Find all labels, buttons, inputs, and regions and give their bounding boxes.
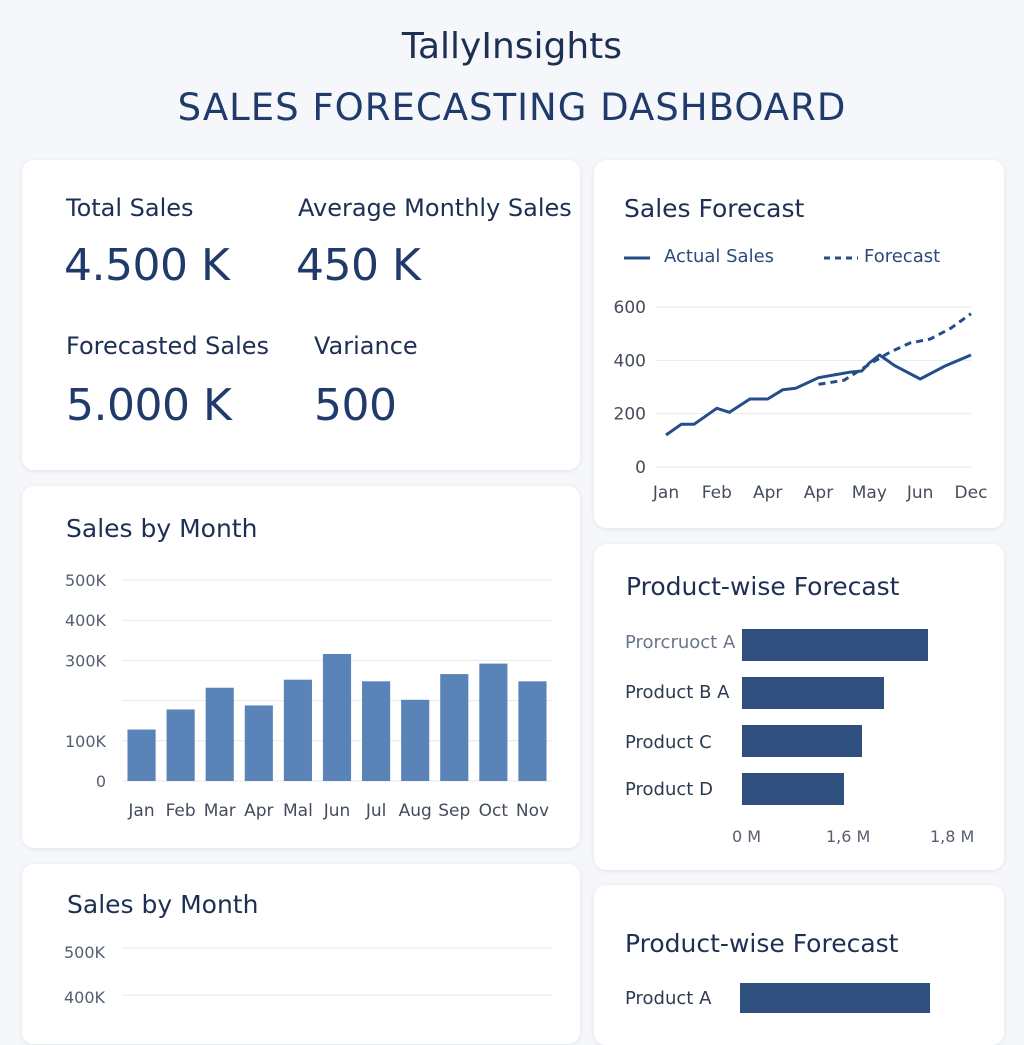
y-tick-label: 600 (614, 298, 646, 318)
sales-by-month-chart: 0 100K 300K 400K 500K Jan Feb Mar Apr Mal Jun Jul Au… (65, 571, 552, 821)
sales-forecast-chart: 0 200 400 600 Jan Feb Apr Apr May Jun Dec (614, 298, 988, 503)
bar (244, 705, 273, 781)
legend-forecast-label: Forecast (864, 246, 941, 267)
x-tick-label: Dec (955, 483, 988, 503)
forecasted-sales-label: Forecasted Sales (66, 332, 270, 360)
sales-forecast-card: Sales Forecast Actual Sales Forecast 0 20… (594, 160, 1004, 528)
total-sales-label: Total Sales (66, 194, 194, 222)
variance-value: 500 (314, 380, 397, 431)
bar (401, 699, 430, 781)
sales-by-month-title-2: Sales by Month (67, 890, 259, 919)
product-label: Product C (625, 732, 712, 753)
product-label: Product D (625, 779, 713, 800)
y-tick-label: 300K (65, 651, 107, 670)
x-tick-label: Feb (702, 483, 732, 503)
product-forecast-title-2: Product-wise Forecast (625, 929, 899, 958)
forecasted-sales-value: 5.000 K (66, 380, 232, 431)
dashboard-title: SALES FORECASTING DASHBOARD (177, 86, 847, 129)
x-tick-label: Jun (906, 483, 934, 503)
x-tick-label: Jan (652, 483, 679, 503)
product-bar (742, 629, 928, 661)
x-tick-label: Jun (323, 801, 351, 821)
product-bar (742, 677, 884, 709)
product-label: Prorcruoct A (625, 632, 736, 653)
bar (479, 663, 508, 781)
x-tick-label: Aug (399, 801, 432, 821)
product-forecast-card: Product-wise Forecast Prorcruoct A Produ… (594, 544, 1004, 870)
y-tick-label: 0 (635, 458, 646, 478)
x-tick-label: Oct (479, 801, 509, 821)
avg-monthly-value: 450 K (296, 240, 421, 291)
product-bar (740, 983, 930, 1013)
bar (166, 709, 195, 781)
bar (127, 729, 156, 781)
x-tick-label: Jan (127, 801, 154, 821)
x-tick-label: Mar (204, 801, 236, 821)
product-forecast-card-2: Product-wise Forecast Product A (594, 885, 1004, 1045)
bar (362, 681, 391, 781)
legend-actual-label: Actual Sales (664, 246, 775, 267)
bar (440, 674, 469, 781)
x-tick-label: Sep (438, 801, 470, 821)
bar (283, 679, 312, 781)
sales-by-month-card-2: Sales by Month 500K 400K (22, 864, 580, 1044)
legend-actual-swatch (624, 256, 650, 260)
x-tick-label: Feb (166, 801, 196, 821)
y-tick-label: 400 (614, 351, 646, 371)
y-tick-label: 500K (65, 571, 107, 590)
y-tick-label: 100K (65, 732, 107, 751)
total-sales-value: 4.500 K (64, 240, 230, 291)
product-label: Product A (625, 988, 712, 1009)
x-tick-label: 1,8 M (930, 827, 975, 846)
product-label: Product B A (625, 682, 730, 703)
product-forecast-title: Product-wise Forecast (626, 572, 900, 601)
sales-by-month-title: Sales by Month (66, 514, 258, 543)
y-tick-label: 0 (96, 772, 106, 791)
legend-forecast-swatch (824, 256, 858, 260)
product-bar (742, 773, 844, 805)
x-tick-label: Jul (365, 801, 387, 821)
x-tick-label: Nov (516, 801, 549, 821)
y-tick-label: 200 (614, 405, 646, 425)
sales-by-month-card: Sales by Month 0 100K 300K 400K 500K Jan Feb Ma… (22, 486, 580, 848)
x-tick-label: 1,6 M (826, 827, 871, 846)
x-tick-label: Apr (244, 801, 273, 821)
y-tick-label: 400K (65, 611, 107, 630)
bar (205, 687, 234, 781)
product-bar (742, 725, 862, 757)
y-tick-label: 500K (64, 943, 106, 962)
x-tick-label: Apr (753, 483, 782, 503)
x-tick-label: May (852, 483, 887, 503)
x-tick-label: Apr (804, 483, 833, 503)
variance-label: Variance (314, 332, 418, 360)
kpi-card: Total Sales 4.500 K Average Monthly Sale… (22, 160, 580, 470)
avg-monthly-label: Average Monthly Sales (298, 194, 572, 222)
bar (322, 653, 352, 781)
x-tick-label: 0 M (732, 827, 762, 846)
bar (518, 681, 547, 781)
forecast-line (818, 312, 972, 386)
y-tick-label: 400K (64, 988, 106, 1007)
x-tick-label: Mal (283, 801, 313, 821)
brand-name: TallyInsights (401, 26, 623, 67)
sales-by-month-chart-2: 500K 400K (64, 943, 552, 1007)
sales-forecast-title: Sales Forecast (624, 194, 805, 223)
actual-sales-line (665, 353, 972, 437)
